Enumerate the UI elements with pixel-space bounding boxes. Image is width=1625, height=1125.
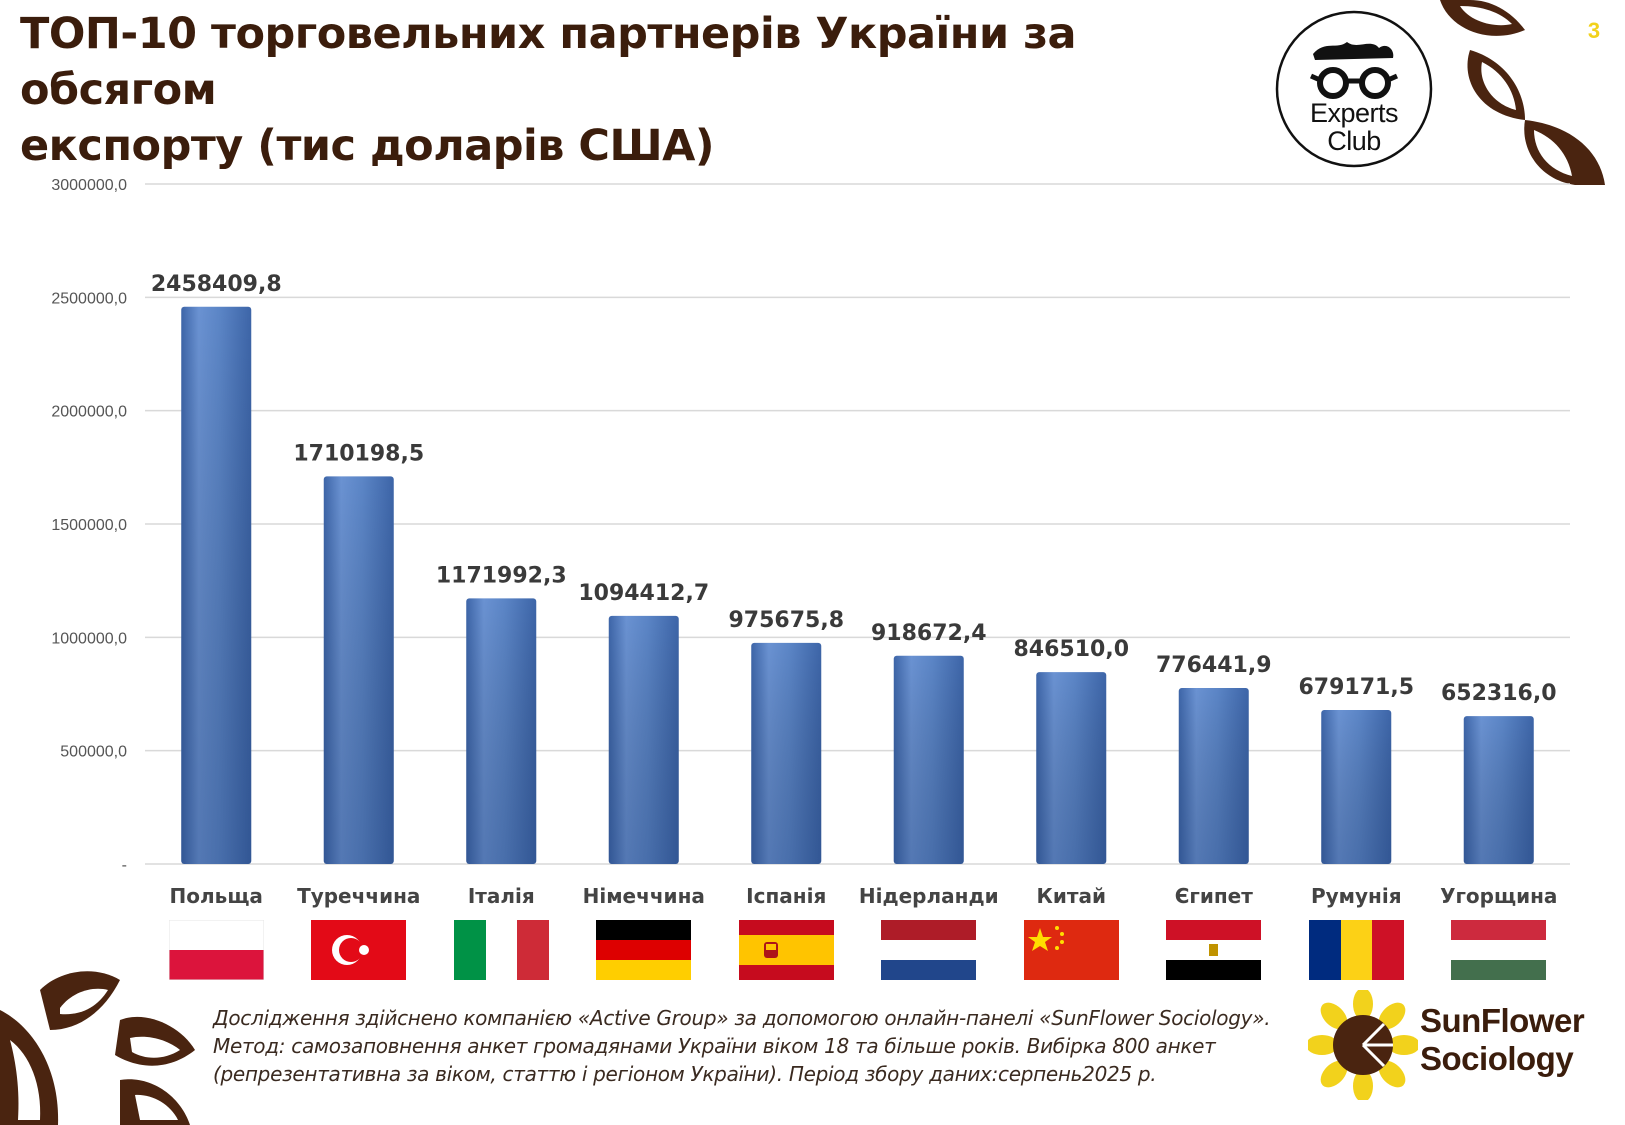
- sunflower-logo-line-1: SunFlower: [1420, 1002, 1585, 1039]
- methodology-footnote: Дослідження здійснено компанією «Active …: [213, 1006, 1271, 1086]
- bar-value-label: 776441,9: [1156, 653, 1272, 678]
- bar-shade: [1036, 672, 1107, 864]
- bar-shade: [181, 306, 252, 864]
- bar-value-label: 846510,0: [1013, 637, 1129, 662]
- category-label: Туреччина: [297, 884, 420, 908]
- category-label: Єгипет: [1175, 884, 1254, 908]
- turkey-flag-icon: [311, 920, 407, 980]
- bar-shade: [1321, 710, 1392, 864]
- experts-club-logo: [1275, 10, 1433, 168]
- italy-flag-icon: [453, 920, 549, 980]
- category-label: Китай: [1037, 884, 1106, 908]
- sunflower-logo-text: SunFlower Sociology: [1420, 1002, 1620, 1078]
- experts-logo-line-2: Club: [1327, 126, 1381, 156]
- bar-value-label: 1171992,3: [436, 563, 567, 588]
- netherlands-flag-icon: [881, 920, 977, 980]
- bar-shade: [323, 476, 394, 864]
- y-tick-label: 2000000,0: [51, 404, 127, 421]
- bar-value-label: 918672,4: [871, 621, 987, 646]
- bar-value-label: 652316,0: [1441, 681, 1557, 706]
- sunflower-logo-line-2: Sociology: [1420, 1040, 1574, 1077]
- poland-flag-icon: [168, 920, 264, 980]
- hungary-flag-icon: [1451, 920, 1547, 980]
- egypt-flag-icon: [1166, 920, 1262, 980]
- spain-flag-icon: [738, 920, 834, 980]
- title-line-1: ТОП-10 торговельних партнерів України за…: [20, 9, 1077, 115]
- bar-value-label: 1710198,5: [293, 441, 424, 466]
- page-title: ТОП-10 торговельних партнерів України за…: [20, 6, 1260, 174]
- bar-shade: [893, 655, 964, 864]
- category-label: Румунія: [1311, 884, 1402, 908]
- y-tick-label: -: [122, 857, 127, 874]
- y-tick-label: 3000000,0: [51, 177, 127, 194]
- sunflower-petals-bottom-left-decor: [0, 971, 195, 1125]
- experts-logo-line-1: Experts: [1309, 98, 1399, 128]
- category-label: Угорщина: [1440, 884, 1557, 908]
- bar-shade: [608, 615, 679, 864]
- title-line-2: експорту (тис доларів США): [20, 121, 715, 171]
- category-label: Італія: [468, 884, 535, 908]
- sunflower-petals-top-right-decor: [1440, 0, 1605, 185]
- bar-shade: [751, 642, 822, 864]
- y-tick-label: 2500000,0: [51, 290, 127, 307]
- glasses-icon: [1309, 42, 1399, 99]
- category-label: Польща: [170, 884, 263, 908]
- bar-shade: [1463, 716, 1534, 864]
- bar-value-label: 2458409,8: [151, 272, 282, 297]
- category-label: Німеччина: [583, 884, 705, 908]
- bar-value-label: 1094412,7: [578, 581, 709, 606]
- bar-shade: [1178, 688, 1249, 864]
- y-tick-label: 500000,0: [60, 744, 127, 761]
- category-label: Нідерланди: [859, 884, 999, 908]
- bar-shade: [466, 598, 537, 864]
- category-label: Іспанія: [746, 884, 826, 908]
- y-tick-label: 1000000,0: [51, 630, 127, 647]
- sunflower-logo-icon: [1308, 990, 1418, 1100]
- china-flag-icon: [1023, 920, 1119, 980]
- y-tick-label: 1500000,0: [51, 517, 127, 534]
- page-number: 3: [1587, 18, 1601, 43]
- germany-flag-icon: [596, 920, 692, 980]
- bar-value-label: 679171,5: [1298, 675, 1414, 700]
- romania-flag-icon: [1308, 920, 1404, 980]
- bar-value-label: 975675,8: [728, 608, 844, 633]
